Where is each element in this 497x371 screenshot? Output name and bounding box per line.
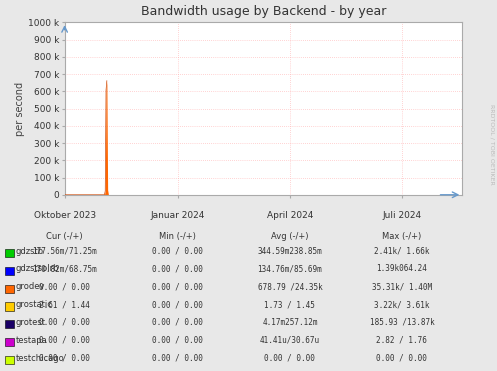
Text: 0.00 / 0.00: 0.00 / 0.00 [153, 247, 203, 256]
Text: 4.17m257.12m: 4.17m257.12m [262, 318, 318, 327]
Text: 0.00 / 0.00: 0.00 / 0.00 [39, 318, 90, 327]
Text: April 2024: April 2024 [267, 211, 313, 220]
Text: 0.00 / 0.00: 0.00 / 0.00 [39, 336, 90, 345]
Text: Januar 2024: Januar 2024 [151, 211, 205, 220]
Text: grodev: grodev [16, 282, 45, 291]
Text: 41.41u/30.67u: 41.41u/30.67u [260, 336, 320, 345]
Text: 2.82 / 1.76: 2.82 / 1.76 [376, 336, 427, 345]
Text: 0.00 / 0.00: 0.00 / 0.00 [376, 354, 427, 362]
Text: 1.39k064.24: 1.39k064.24 [376, 265, 427, 273]
Text: grotest: grotest [16, 318, 46, 327]
Text: 0.00 / 0.00: 0.00 / 0.00 [153, 336, 203, 345]
Text: Cur (-/+): Cur (-/+) [46, 232, 83, 241]
Text: testapa: testapa [16, 336, 48, 345]
Text: Avg (-/+): Avg (-/+) [271, 232, 309, 241]
Text: 2.41k/ 1.66k: 2.41k/ 1.66k [374, 247, 429, 256]
Text: 1.73 / 1.45: 1.73 / 1.45 [264, 300, 315, 309]
Text: Max (-/+): Max (-/+) [382, 232, 421, 241]
Y-axis label: per second: per second [15, 82, 25, 135]
Text: 185.93 /13.87k: 185.93 /13.87k [369, 318, 434, 327]
Text: 134.76m/85.69m: 134.76m/85.69m [257, 265, 322, 273]
Text: 344.59m238.85m: 344.59m238.85m [257, 247, 322, 256]
Text: Juli 2024: Juli 2024 [382, 211, 421, 220]
Text: 0.00 / 0.00: 0.00 / 0.00 [153, 318, 203, 327]
Text: gdzstsolrb: gdzstsolrb [16, 265, 60, 273]
Text: 0.00 / 0.00: 0.00 / 0.00 [153, 354, 203, 362]
Text: 0.00 / 0.00: 0.00 / 0.00 [39, 282, 90, 291]
Text: 3.22k/ 3.61k: 3.22k/ 3.61k [374, 300, 429, 309]
Text: 2.61 / 1.44: 2.61 / 1.44 [39, 300, 90, 309]
Text: 0.00 / 0.00: 0.00 / 0.00 [153, 265, 203, 273]
Text: Oktober 2023: Oktober 2023 [34, 211, 95, 220]
Text: 0.00 / 0.00: 0.00 / 0.00 [264, 354, 315, 362]
Text: 177.56m/71.25m: 177.56m/71.25m [32, 247, 97, 256]
Text: Min (-/+): Min (-/+) [160, 232, 196, 241]
Text: gdzstb: gdzstb [16, 247, 44, 256]
Text: testchicago: testchicago [16, 354, 65, 362]
Text: 0.00 / 0.00: 0.00 / 0.00 [153, 300, 203, 309]
Text: 35.31k/ 1.40M: 35.31k/ 1.40M [372, 282, 432, 291]
Text: RRDTOOL / TOBI OETIKER: RRDTOOL / TOBI OETIKER [490, 104, 495, 185]
Text: 0.00 / 0.00: 0.00 / 0.00 [39, 354, 90, 362]
Text: 170.82m/68.75m: 170.82m/68.75m [32, 265, 97, 273]
Text: 678.79 /24.35k: 678.79 /24.35k [257, 282, 322, 291]
Text: grostatic: grostatic [16, 300, 53, 309]
Text: 0.00 / 0.00: 0.00 / 0.00 [153, 282, 203, 291]
Title: Bandwidth usage by Backend - by year: Bandwidth usage by Backend - by year [141, 5, 386, 18]
